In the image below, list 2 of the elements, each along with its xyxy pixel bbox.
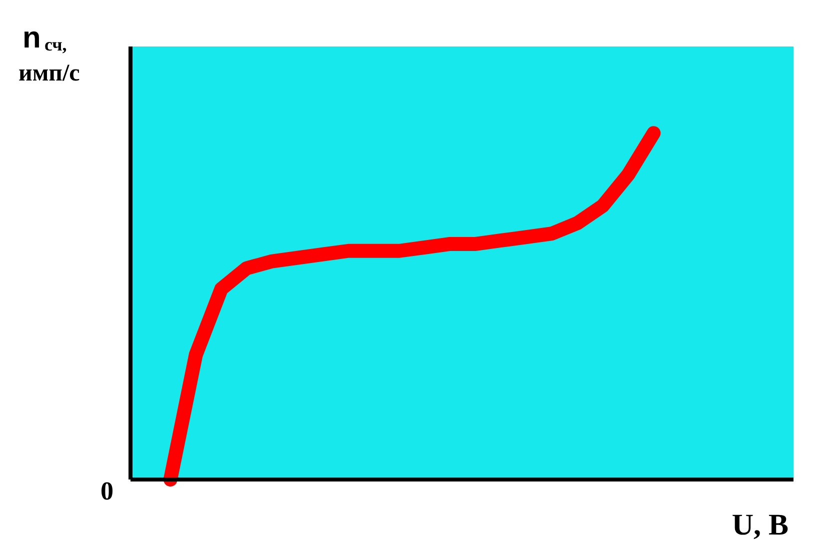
text: 0	[100, 476, 114, 506]
x-axis-title: U, В	[732, 508, 789, 542]
